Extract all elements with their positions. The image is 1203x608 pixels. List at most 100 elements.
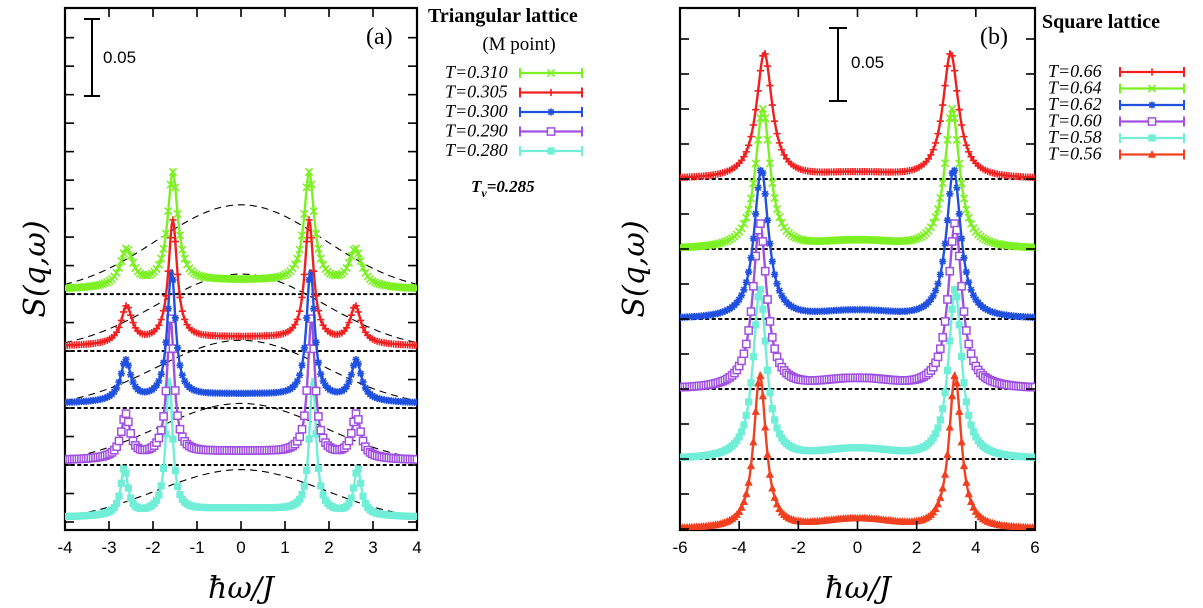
data-point	[312, 430, 320, 438]
data-point	[154, 260, 164, 269]
data-point	[953, 293, 961, 301]
data-point	[305, 435, 313, 443]
legend-entry-label: T=0.305	[445, 82, 508, 102]
data-point	[716, 239, 725, 248]
data-point	[176, 361, 184, 369]
data-point	[960, 133, 968, 141]
data-point	[957, 281, 966, 291]
data-point	[966, 349, 976, 359]
legend-entry-label: T=0.60	[1048, 111, 1102, 131]
data-point	[124, 361, 132, 370]
data-point	[737, 224, 746, 233]
legend-marker	[547, 88, 555, 97]
data-point	[112, 268, 121, 278]
data-point	[792, 304, 800, 313]
data-point	[361, 384, 369, 392]
data-point	[756, 286, 765, 294]
data-point	[763, 216, 772, 224]
data-point	[157, 370, 165, 378]
data-point	[751, 159, 760, 168]
x-tick-label: -4	[732, 538, 747, 557]
data-point	[171, 237, 179, 246]
data-point	[314, 412, 323, 421]
data-point	[790, 303, 798, 312]
axes: -6 -4 -2 0 2 4 6	[672, 8, 1040, 557]
data-point	[171, 314, 179, 322]
legend-entry-label: T=0.64	[1048, 78, 1102, 98]
data-point	[297, 424, 307, 434]
data-point	[351, 244, 361, 253]
data-point	[169, 216, 177, 224]
data-point	[964, 339, 974, 349]
data-point	[274, 272, 283, 281]
data-point	[124, 304, 132, 312]
data-point	[943, 135, 952, 144]
data-point	[746, 307, 756, 316]
data-point	[120, 308, 128, 316]
data-point	[940, 470, 950, 478]
data-point	[965, 148, 973, 156]
legend-entry: T=0.280	[445, 140, 583, 160]
legend-marker	[1147, 117, 1157, 126]
data-point	[342, 263, 351, 273]
data-point	[159, 464, 168, 472]
data-point	[122, 469, 130, 477]
data-point	[326, 386, 334, 394]
curves	[680, 50, 1035, 530]
data-point	[1030, 382, 1035, 392]
data-point	[352, 469, 360, 477]
data-point	[986, 307, 994, 315]
data-point	[960, 379, 968, 387]
data-point	[173, 411, 182, 421]
data-point	[317, 370, 325, 378]
data-point	[295, 432, 305, 442]
data-point	[124, 484, 132, 492]
data-point	[357, 369, 365, 378]
legend-marker	[1147, 84, 1157, 93]
data-point	[763, 366, 772, 374]
legend-entry-label: T=0.290	[445, 121, 508, 141]
data-point	[318, 260, 328, 269]
data-point	[128, 258, 138, 267]
data-point	[412, 455, 417, 464]
data-point	[145, 270, 154, 279]
x-tick-label: 0	[236, 538, 245, 557]
data-point	[345, 499, 353, 508]
data-point	[746, 194, 756, 203]
data-point	[359, 378, 367, 386]
data-point	[770, 193, 779, 203]
data-point	[167, 269, 175, 277]
data-point	[751, 407, 760, 415]
data-point	[946, 190, 954, 198]
data-point	[281, 387, 290, 395]
data-point	[761, 113, 770, 123]
data-point	[279, 271, 288, 280]
data-point	[773, 424, 781, 432]
data-point	[938, 178, 947, 188]
data-point	[737, 503, 746, 511]
data-point	[959, 194, 969, 203]
x-tick-label: -4	[57, 538, 72, 557]
data-point	[761, 190, 769, 198]
data-point	[302, 386, 312, 395]
data-point	[113, 384, 121, 392]
data-point	[347, 251, 356, 261]
data-point	[410, 283, 417, 293]
series-T=0.62	[680, 166, 1035, 321]
data-point	[412, 283, 417, 293]
scale-bar: 0.05	[84, 18, 136, 97]
data-point	[115, 492, 123, 500]
data-point	[941, 389, 949, 397]
data-point	[316, 425, 326, 435]
data-point	[291, 320, 299, 329]
data-point	[304, 167, 314, 177]
data-point	[770, 493, 779, 501]
legend-title: Square lattice	[1042, 11, 1160, 33]
plot-frame	[678, 6, 1037, 532]
legend-marker	[546, 127, 556, 136]
data-point	[347, 371, 355, 379]
data-point	[915, 304, 923, 313]
data-point	[110, 388, 118, 396]
data-point	[735, 507, 744, 515]
data-point	[164, 206, 173, 216]
